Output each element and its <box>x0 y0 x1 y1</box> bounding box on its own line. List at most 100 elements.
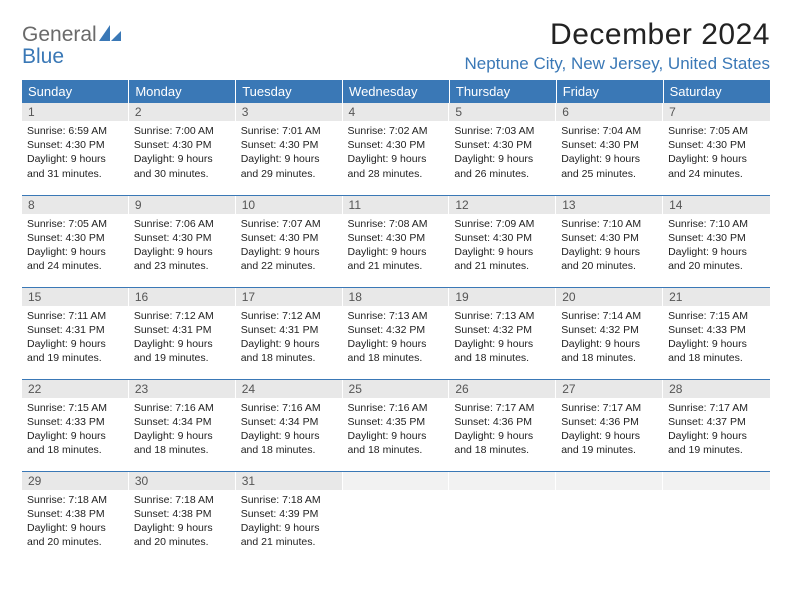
calendar-day-cell: 10Sunrise: 7:07 AMSunset: 4:30 PMDayligh… <box>236 195 343 287</box>
day-number: 18 <box>343 288 450 306</box>
day-details: Sunrise: 7:16 AMSunset: 4:34 PMDaylight:… <box>236 398 343 462</box>
header: General Blue December 2024 Neptune City,… <box>22 18 770 74</box>
day-details: Sunrise: 7:16 AMSunset: 4:34 PMDaylight:… <box>129 398 236 462</box>
weekday-header: Wednesday <box>343 80 450 103</box>
weekday-header: Sunday <box>22 80 129 103</box>
calendar-day-cell: 19Sunrise: 7:13 AMSunset: 4:32 PMDayligh… <box>449 287 556 379</box>
day-details: Sunrise: 7:13 AMSunset: 4:32 PMDaylight:… <box>449 306 556 370</box>
day-number: 21 <box>663 288 770 306</box>
logo-sail-icon <box>99 25 121 46</box>
calendar-day-cell: 24Sunrise: 7:16 AMSunset: 4:34 PMDayligh… <box>236 379 343 471</box>
calendar-day-cell: 4Sunrise: 7:02 AMSunset: 4:30 PMDaylight… <box>343 103 450 195</box>
day-details: Sunrise: 7:12 AMSunset: 4:31 PMDaylight:… <box>236 306 343 370</box>
day-details: Sunrise: 7:02 AMSunset: 4:30 PMDaylight:… <box>343 121 450 185</box>
day-number: 22 <box>22 380 129 398</box>
day-details: Sunrise: 7:07 AMSunset: 4:30 PMDaylight:… <box>236 214 343 278</box>
calendar-day-cell: 31Sunrise: 7:18 AMSunset: 4:39 PMDayligh… <box>236 471 343 563</box>
calendar-day-cell: 20Sunrise: 7:14 AMSunset: 4:32 PMDayligh… <box>556 287 663 379</box>
calendar-day-cell: .. <box>556 471 663 563</box>
day-details: Sunrise: 6:59 AMSunset: 4:30 PMDaylight:… <box>22 121 129 185</box>
day-details: Sunrise: 7:17 AMSunset: 4:36 PMDaylight:… <box>449 398 556 462</box>
calendar-day-cell: 7Sunrise: 7:05 AMSunset: 4:30 PMDaylight… <box>663 103 770 195</box>
calendar-day-cell: .. <box>449 471 556 563</box>
calendar-day-cell: 21Sunrise: 7:15 AMSunset: 4:33 PMDayligh… <box>663 287 770 379</box>
weekday-header: Friday <box>556 80 663 103</box>
day-number: 6 <box>556 103 663 121</box>
calendar-day-cell: 16Sunrise: 7:12 AMSunset: 4:31 PMDayligh… <box>129 287 236 379</box>
calendar-day-cell: 14Sunrise: 7:10 AMSunset: 4:30 PMDayligh… <box>663 195 770 287</box>
day-number: 23 <box>129 380 236 398</box>
calendar-day-cell: 28Sunrise: 7:17 AMSunset: 4:37 PMDayligh… <box>663 379 770 471</box>
day-number: 28 <box>663 380 770 398</box>
day-number: 24 <box>236 380 343 398</box>
day-details: Sunrise: 7:01 AMSunset: 4:30 PMDaylight:… <box>236 121 343 185</box>
calendar-day-cell: 27Sunrise: 7:17 AMSunset: 4:36 PMDayligh… <box>556 379 663 471</box>
day-number: 14 <box>663 196 770 214</box>
day-details: Sunrise: 7:15 AMSunset: 4:33 PMDaylight:… <box>22 398 129 462</box>
calendar-day-cell: 8Sunrise: 7:05 AMSunset: 4:30 PMDaylight… <box>22 195 129 287</box>
day-number: 27 <box>556 380 663 398</box>
weekday-header: Thursday <box>449 80 556 103</box>
brand-word-2: Blue <box>22 45 64 68</box>
brand-word-1: General <box>22 23 97 46</box>
day-details: Sunrise: 7:17 AMSunset: 4:37 PMDaylight:… <box>663 398 770 462</box>
day-number: 15 <box>22 288 129 306</box>
day-number: 20 <box>556 288 663 306</box>
calendar-week-row: 1Sunrise: 6:59 AMSunset: 4:30 PMDaylight… <box>22 103 770 195</box>
calendar-week-row: 29Sunrise: 7:18 AMSunset: 4:38 PMDayligh… <box>22 471 770 563</box>
day-details: Sunrise: 7:00 AMSunset: 4:30 PMDaylight:… <box>129 121 236 185</box>
calendar-page: General Blue December 2024 Neptune City,… <box>0 0 792 573</box>
day-number: 31 <box>236 472 343 490</box>
title-block: December 2024 Neptune City, New Jersey, … <box>464 18 770 74</box>
calendar-day-cell: 11Sunrise: 7:08 AMSunset: 4:30 PMDayligh… <box>343 195 450 287</box>
day-details: Sunrise: 7:13 AMSunset: 4:32 PMDaylight:… <box>343 306 450 370</box>
day-number: 7 <box>663 103 770 121</box>
calendar-day-cell: 30Sunrise: 7:18 AMSunset: 4:38 PMDayligh… <box>129 471 236 563</box>
weekday-header: Monday <box>129 80 236 103</box>
day-number: 17 <box>236 288 343 306</box>
weekday-header-row: SundayMondayTuesdayWednesdayThursdayFrid… <box>22 80 770 103</box>
day-details: Sunrise: 7:18 AMSunset: 4:38 PMDaylight:… <box>129 490 236 554</box>
day-details: Sunrise: 7:05 AMSunset: 4:30 PMDaylight:… <box>663 121 770 185</box>
day-number: 9 <box>129 196 236 214</box>
day-number: 29 <box>22 472 129 490</box>
day-details: Sunrise: 7:18 AMSunset: 4:38 PMDaylight:… <box>22 490 129 554</box>
calendar-day-cell: 29Sunrise: 7:18 AMSunset: 4:38 PMDayligh… <box>22 471 129 563</box>
calendar-day-cell: 15Sunrise: 7:11 AMSunset: 4:31 PMDayligh… <box>22 287 129 379</box>
day-details: Sunrise: 7:18 AMSunset: 4:39 PMDaylight:… <box>236 490 343 554</box>
calendar-day-cell: 3Sunrise: 7:01 AMSunset: 4:30 PMDaylight… <box>236 103 343 195</box>
day-details: Sunrise: 7:11 AMSunset: 4:31 PMDaylight:… <box>22 306 129 370</box>
calendar-day-cell: 17Sunrise: 7:12 AMSunset: 4:31 PMDayligh… <box>236 287 343 379</box>
day-details: Sunrise: 7:10 AMSunset: 4:30 PMDaylight:… <box>663 214 770 278</box>
day-number: 1 <box>22 103 129 121</box>
calendar-day-cell: 5Sunrise: 7:03 AMSunset: 4:30 PMDaylight… <box>449 103 556 195</box>
day-details: Sunrise: 7:14 AMSunset: 4:32 PMDaylight:… <box>556 306 663 370</box>
calendar-day-cell: 1Sunrise: 6:59 AMSunset: 4:30 PMDaylight… <box>22 103 129 195</box>
month-title: December 2024 <box>464 18 770 52</box>
calendar-grid: SundayMondayTuesdayWednesdayThursdayFrid… <box>22 80 770 563</box>
day-number: 10 <box>236 196 343 214</box>
day-number: 19 <box>449 288 556 306</box>
day-details: Sunrise: 7:15 AMSunset: 4:33 PMDaylight:… <box>663 306 770 370</box>
location-subtitle: Neptune City, New Jersey, United States <box>464 54 770 74</box>
day-number: 25 <box>343 380 450 398</box>
day-details: Sunrise: 7:12 AMSunset: 4:31 PMDaylight:… <box>129 306 236 370</box>
calendar-day-cell: 18Sunrise: 7:13 AMSunset: 4:32 PMDayligh… <box>343 287 450 379</box>
day-number: 2 <box>129 103 236 121</box>
weekday-header: Tuesday <box>236 80 343 103</box>
weekday-header: Saturday <box>663 80 770 103</box>
day-number: 8 <box>22 196 129 214</box>
day-number: 5 <box>449 103 556 121</box>
calendar-day-cell: 13Sunrise: 7:10 AMSunset: 4:30 PMDayligh… <box>556 195 663 287</box>
day-details: Sunrise: 7:16 AMSunset: 4:35 PMDaylight:… <box>343 398 450 462</box>
calendar-day-cell: 22Sunrise: 7:15 AMSunset: 4:33 PMDayligh… <box>22 379 129 471</box>
calendar-day-cell: .. <box>663 471 770 563</box>
calendar-day-cell: 9Sunrise: 7:06 AMSunset: 4:30 PMDaylight… <box>129 195 236 287</box>
day-number: 16 <box>129 288 236 306</box>
day-number: 13 <box>556 196 663 214</box>
calendar-week-row: 8Sunrise: 7:05 AMSunset: 4:30 PMDaylight… <box>22 195 770 287</box>
day-number: 11 <box>343 196 450 214</box>
day-number: 30 <box>129 472 236 490</box>
calendar-day-cell: 26Sunrise: 7:17 AMSunset: 4:36 PMDayligh… <box>449 379 556 471</box>
day-details: Sunrise: 7:17 AMSunset: 4:36 PMDaylight:… <box>556 398 663 462</box>
